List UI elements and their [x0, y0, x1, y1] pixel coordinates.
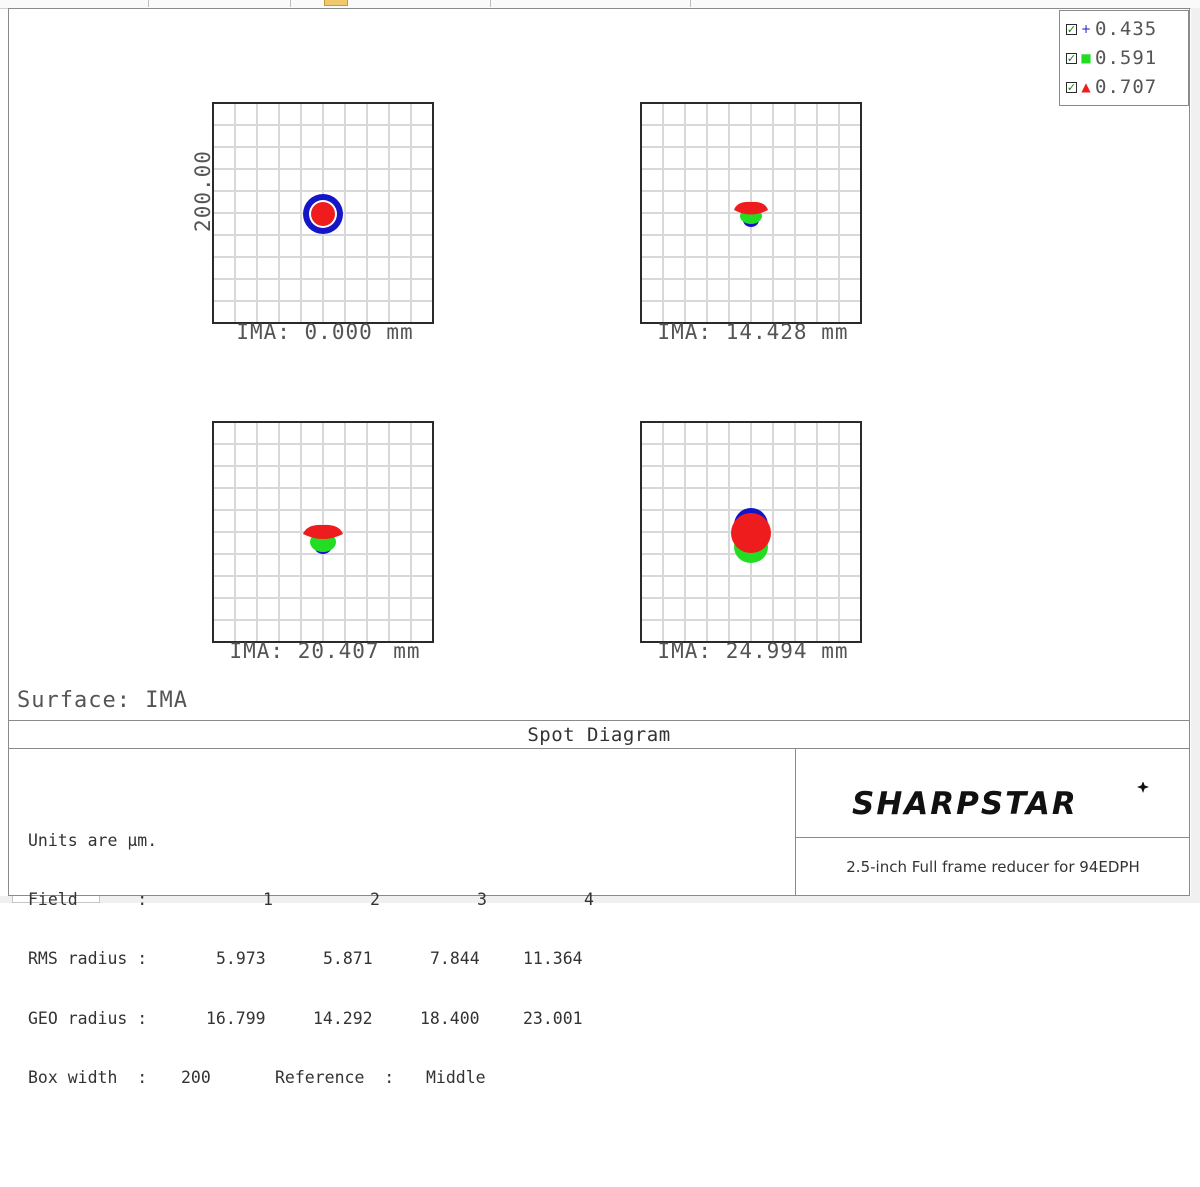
surface-label: Surface: IMA — [17, 688, 188, 713]
wavelength-legend[interactable]: ✓ + 0.435 ✓ ■ 0.591 ✓ ▲ 0.707 — [1059, 10, 1189, 106]
spot-diagram-plots: IMA: 0.000 mm 200.00 IMA: 14.428 mm IMA: 20… — [191, 102, 862, 663]
design-title-panel: 2.5-inch Full frame reducer for 94EDPH — [795, 838, 1190, 896]
legend-wavelength: 0.435 — [1095, 18, 1158, 40]
legend-entry[interactable]: ✓ ■ 0.591 — [1066, 46, 1157, 70]
field-row: Field : 1 2 3 4 — [28, 890, 594, 910]
rms-value: 5.973 — [216, 949, 266, 969]
geo-label: GEO radius : — [28, 1008, 148, 1028]
checkbox-checked-icon[interactable]: ✓ — [1066, 80, 1077, 94]
geo-value: 18.400 — [420, 1008, 480, 1028]
geo-radius-row: GEO radius : 16.799 14.292 18.400 23.001 — [28, 1009, 583, 1029]
plot-frame — [640, 421, 862, 643]
field-number: 1 — [263, 889, 273, 909]
spot-plot-field-2: IMA: 14.428 mm — [640, 102, 862, 344]
rms-value: 5.871 — [323, 949, 373, 969]
box-width-row: Box width : 200 Reference : Middle — [28, 1068, 486, 1088]
rms-radius-row: RMS radius : 5.973 5.871 7.844 11.364 — [28, 949, 583, 969]
ima-field-label: IMA: 0.000 mm — [236, 320, 413, 344]
geo-value: 16.799 — [206, 1008, 266, 1028]
window-right-edge — [1191, 8, 1200, 903]
spot-plot-field-3: IMA: 20.407 mm — [212, 421, 434, 663]
window-bottom-edge — [0, 896, 1200, 903]
spot-plot-field-4: IMA: 24.994 mm — [640, 421, 862, 663]
checkbox-checked-icon[interactable]: ✓ — [1066, 51, 1077, 65]
plot-frame — [212, 421, 434, 643]
ima-field-label: IMA: 24.994 mm — [657, 639, 848, 663]
tab-separator — [148, 0, 149, 7]
plus-marker-icon: + — [1080, 22, 1092, 36]
tab-separator — [690, 0, 691, 7]
ima-field-label: IMA: 20.407 mm — [229, 639, 420, 663]
plot-frame — [640, 102, 862, 324]
sharpstar-logo: SHARPSTAR — [852, 782, 1149, 822]
units-text: Units are µm. — [28, 830, 158, 850]
checkbox-checked-icon[interactable]: ✓ — [1066, 22, 1077, 36]
folder-icon[interactable] — [324, 0, 348, 6]
reference-value: Middle — [426, 1068, 486, 1088]
logo-text: SHARPSTAR — [852, 786, 1078, 822]
box-width-label: Box width : — [28, 1068, 148, 1088]
logo-panel — [795, 749, 1190, 838]
field-number: 4 — [584, 889, 594, 909]
ima-field-label: IMA: 14.428 mm — [657, 320, 848, 344]
plot-frame — [212, 102, 434, 324]
logo-star-icon — [1137, 782, 1149, 793]
legend-wavelength: 0.707 — [1095, 76, 1158, 98]
spot-red — [311, 202, 335, 226]
reference-label: Reference : — [275, 1068, 395, 1088]
spot-red — [734, 201, 768, 215]
legend-entry[interactable]: ✓ + 0.435 — [1066, 17, 1157, 41]
tab-separator — [490, 0, 491, 7]
geo-value: 23.001 — [523, 1008, 583, 1028]
field-number: 3 — [477, 889, 487, 909]
legend-wavelength: 0.591 — [1095, 47, 1158, 69]
spot-statistics: Units are µm. Field : 1 2 3 4 RMS radius… — [28, 791, 594, 1108]
legend-entry[interactable]: ✓ ▲ 0.707 — [1066, 75, 1157, 99]
tab-separator — [290, 0, 291, 7]
rms-value: 7.844 — [430, 949, 480, 969]
box-width-value: 200 — [181, 1068, 211, 1088]
spot-red — [303, 524, 343, 539]
scale-bar-label: 200.00 — [191, 150, 215, 232]
geo-value: 14.292 — [313, 1008, 373, 1028]
rms-label: RMS radius : — [28, 949, 148, 969]
field-label: Field : — [28, 889, 148, 909]
spot-plot-field-1: IMA: 0.000 mm 200.00 — [191, 102, 434, 344]
spot-red — [731, 513, 771, 553]
field-number: 2 — [370, 889, 380, 909]
plot-title: Spot Diagram — [527, 724, 671, 746]
rms-value: 11.364 — [523, 949, 583, 969]
plot-title-bar: Spot Diagram — [8, 720, 1190, 749]
design-title: 2.5-inch Full frame reducer for 94EDPH — [846, 858, 1140, 876]
units-row: Units are µm. — [28, 831, 157, 851]
square-marker-icon: ■ — [1080, 51, 1092, 65]
triangle-marker-icon: ▲ — [1081, 80, 1091, 94]
